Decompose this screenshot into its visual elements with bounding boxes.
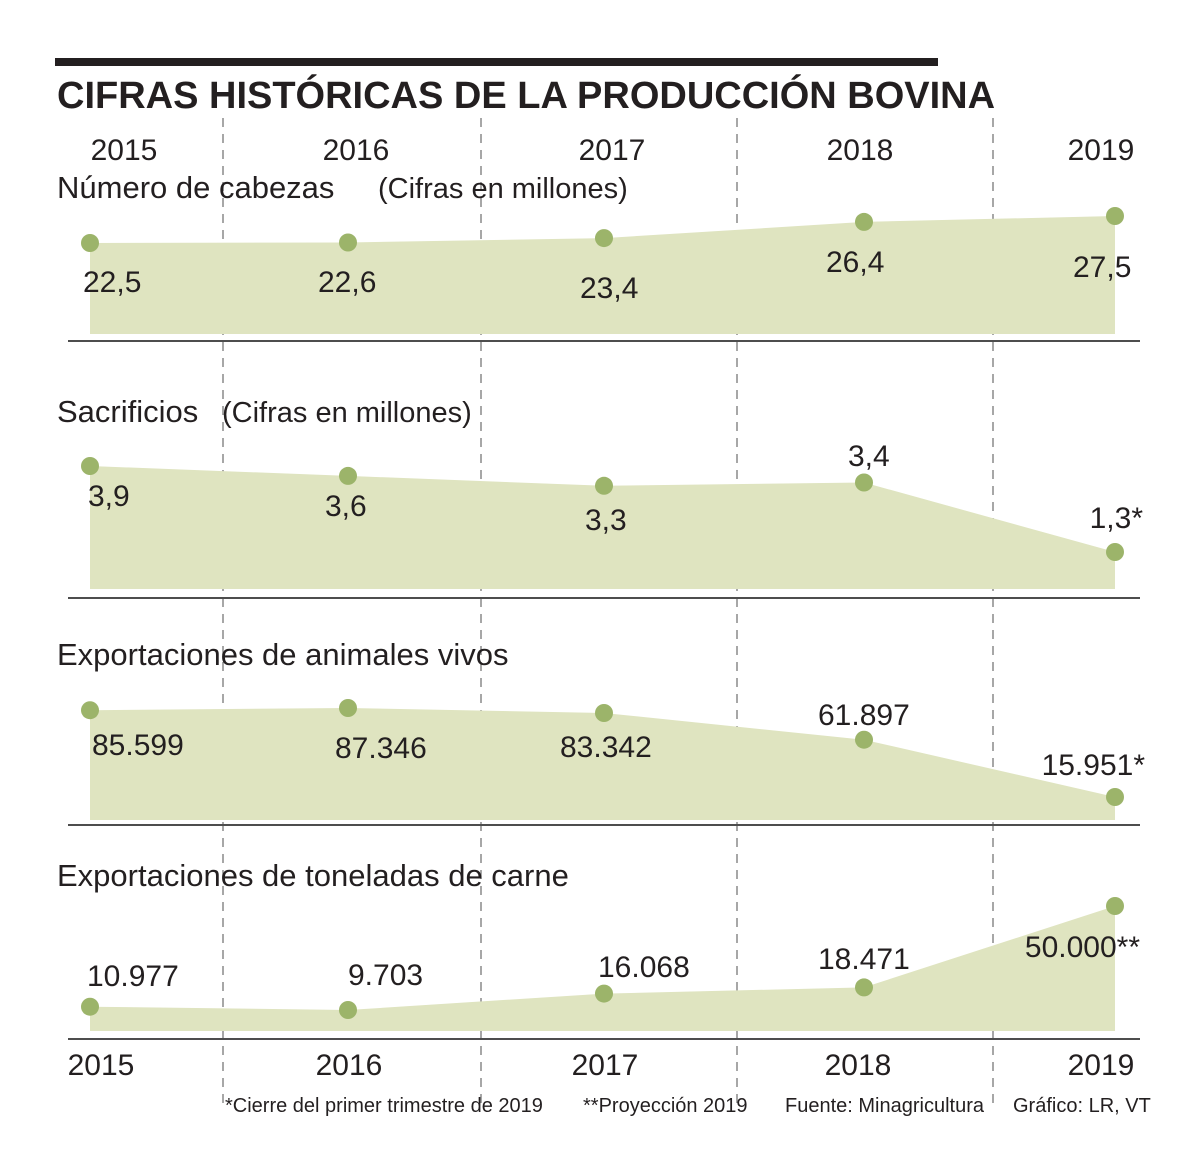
data-point — [1106, 897, 1124, 915]
year-label-bottom-2019: 2019 — [1068, 1049, 1135, 1082]
data-point — [339, 1001, 357, 1019]
data-label: 26,4 — [826, 246, 884, 279]
data-point — [1106, 207, 1124, 225]
data-label: 87.346 — [335, 732, 427, 765]
credit-text: Gráfico: LR, VT — [1013, 1095, 1151, 1117]
data-label: 22,5 — [83, 266, 141, 299]
year-label-top-2019: 2019 — [1068, 134, 1135, 167]
year-label-top-2016: 2016 — [323, 134, 390, 167]
panel-title: Exportaciones de toneladas de carne — [57, 858, 569, 893]
data-point — [1106, 788, 1124, 806]
data-label: 3,4 — [848, 440, 890, 473]
data-point — [855, 730, 873, 749]
year-label-bottom-2016: 2016 — [316, 1049, 383, 1082]
data-label: 23,4 — [580, 272, 638, 305]
footnote-first-quarter: *Cierre del primer trimestre de 2019 — [225, 1095, 543, 1117]
year-label-bottom-2018: 2018 — [825, 1049, 892, 1082]
year-label-top-2017: 2017 — [579, 134, 646, 167]
year-label-bottom-2017: 2017 — [572, 1049, 639, 1082]
area-fill — [90, 466, 1115, 589]
data-label: 22,6 — [318, 266, 376, 299]
panel-3: Exportaciones de animales vivos 85.599 87.… — [57, 637, 1146, 826]
source-text: Fuente: Minagricultura — [785, 1095, 985, 1117]
year-label-top-2015: 2015 — [91, 134, 158, 167]
data-point — [81, 457, 99, 475]
data-point — [81, 234, 99, 252]
data-label: 15.951* — [1042, 749, 1146, 782]
data-label: 3,6 — [325, 490, 367, 523]
data-label: 85.599 — [92, 729, 184, 762]
bottom-year-axis: 2015 2016 2017 2018 2019 — [68, 1049, 1135, 1082]
data-label: 61.897 — [818, 699, 910, 732]
data-label: 27,5 — [1073, 251, 1131, 284]
panels: Número de cabezas (Cifras en millones) 22,… — [57, 170, 1146, 1040]
panel-unit: (Cifras en millones) — [222, 397, 472, 429]
title-bar — [55, 58, 938, 66]
chart-title: CIFRAS HISTÓRICAS DE LA PRODUCCIÓN BOVIN… — [57, 73, 995, 117]
data-point — [855, 212, 873, 231]
year-label-bottom-2015: 2015 — [68, 1049, 135, 1082]
panel-title: Número de cabezas — [57, 170, 334, 205]
data-point — [339, 233, 357, 252]
data-point — [339, 699, 357, 717]
footnote-projection: **Proyección 2019 — [583, 1095, 748, 1117]
data-label: 83.342 — [560, 731, 652, 764]
data-point — [855, 473, 873, 492]
panel-1: Número de cabezas (Cifras en millones) 22,… — [57, 170, 1140, 342]
data-label: 3,3 — [585, 504, 627, 537]
data-point — [595, 229, 613, 248]
panel-4: Exportaciones de toneladas de carne 10.97… — [57, 858, 1140, 1040]
data-point — [595, 476, 613, 495]
data-point — [339, 466, 357, 485]
data-label: 1,3* — [1090, 502, 1144, 535]
data-point — [595, 704, 613, 722]
data-point — [595, 984, 613, 1003]
data-label: 3,9 — [88, 480, 130, 513]
data-point — [81, 701, 99, 720]
data-label: 9.703 — [348, 959, 423, 992]
data-label: 18.471 — [818, 943, 910, 976]
panel-2: Sacrificios (Cifras en millones) 3,9 3,6 3,3… — [57, 394, 1144, 599]
area-fill — [90, 708, 1115, 820]
panel-title: Sacrificios — [57, 394, 198, 429]
data-label: 16.068 — [598, 951, 690, 984]
data-point — [855, 978, 873, 997]
data-point — [1106, 543, 1124, 561]
data-label: 10.977 — [87, 960, 179, 993]
panel-unit: (Cifras en millones) — [378, 173, 628, 205]
top-year-axis: 2015 2016 2017 2018 2019 — [91, 134, 1135, 167]
year-label-top-2018: 2018 — [827, 134, 894, 167]
panel-title: Exportaciones de animales vivos — [57, 637, 508, 672]
data-point — [81, 997, 99, 1016]
footnotes: *Cierre del primer trimestre de 2019 **P… — [225, 1095, 1151, 1117]
data-label: 50.000** — [1025, 931, 1140, 964]
area-fill — [90, 906, 1115, 1031]
